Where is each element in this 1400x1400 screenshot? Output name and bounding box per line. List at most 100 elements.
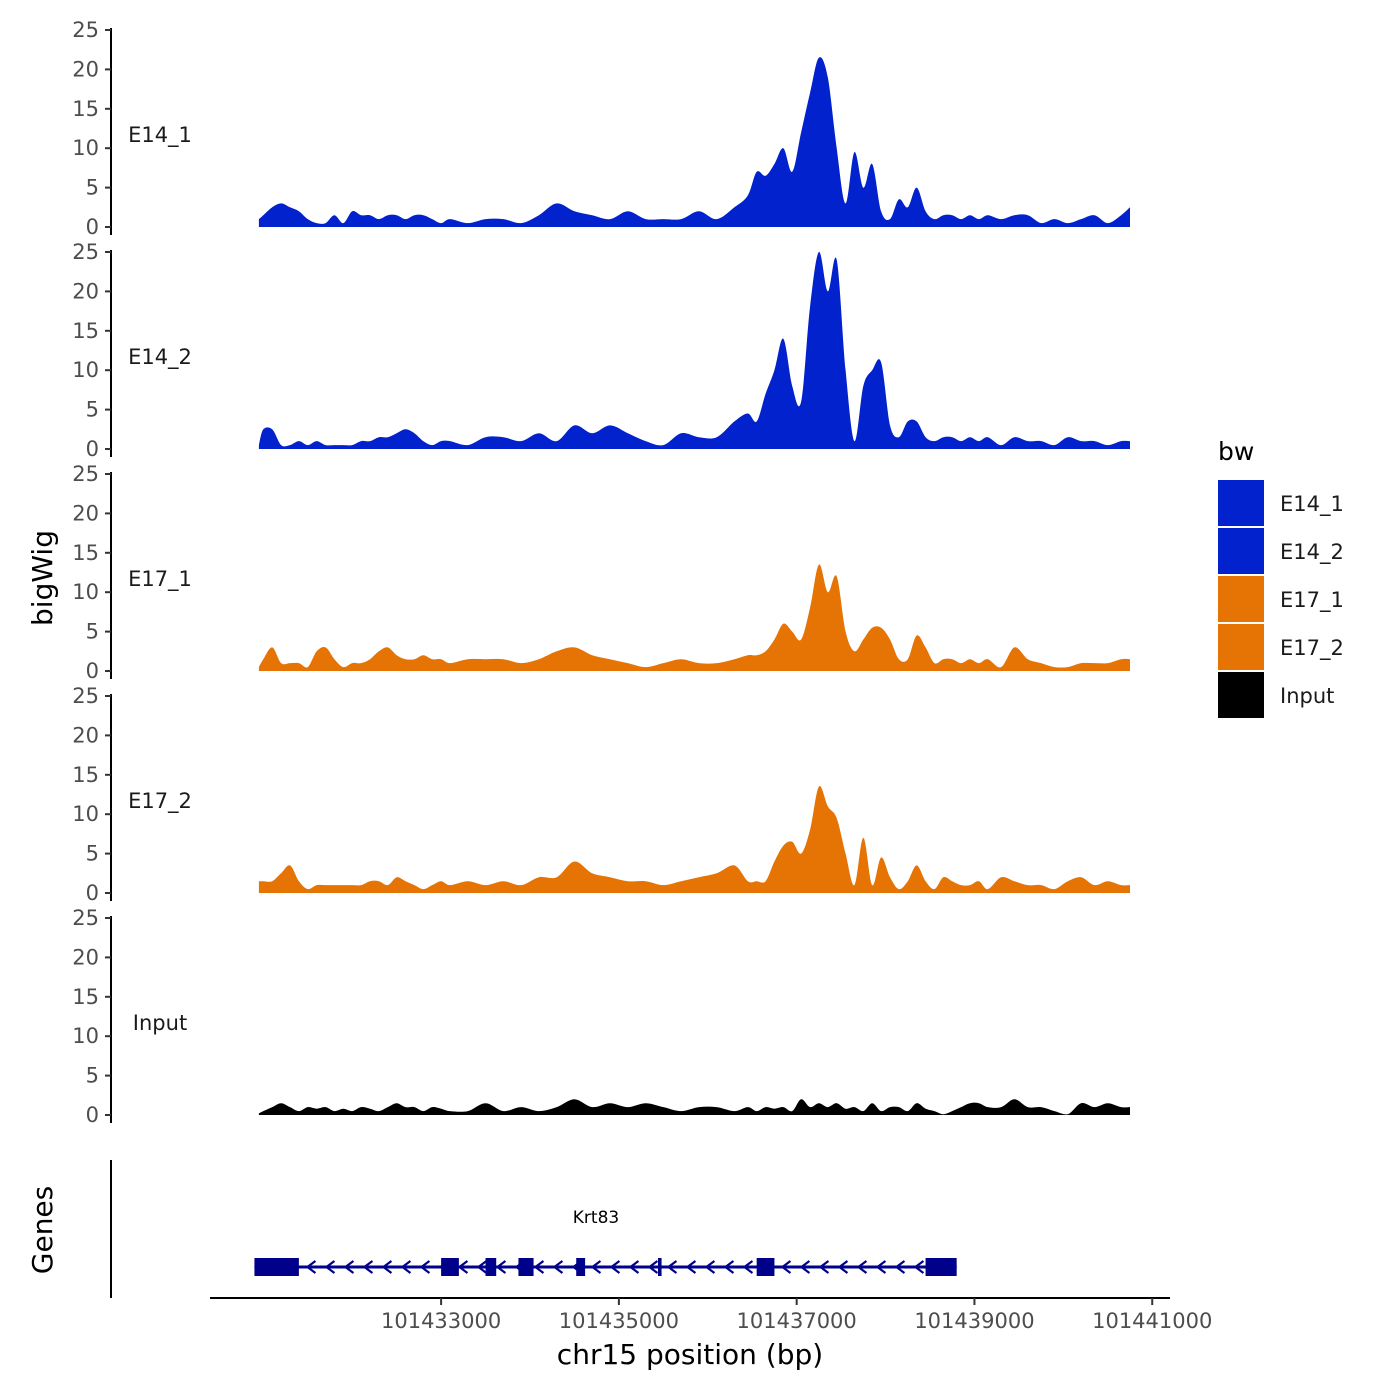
- strand-arrow: [362, 1260, 374, 1274]
- strand-arrow: [628, 1260, 640, 1274]
- strand-arrow: [419, 1260, 431, 1274]
- strand-arrow: [647, 1260, 659, 1274]
- y-tick-label: 20: [72, 945, 99, 969]
- x-tick-label: 101435000: [559, 1309, 679, 1333]
- track-E17_1: 0 5 10 15 20 25 E17_1: [72, 462, 1130, 683]
- legend-key-E17_2: [1218, 624, 1264, 670]
- y-tick-label: 0: [86, 659, 99, 683]
- strand-arrow: [666, 1260, 678, 1274]
- strand-arrow: [381, 1260, 393, 1274]
- strand-arrow: [533, 1260, 545, 1274]
- y-tick-label: 5: [86, 398, 99, 422]
- track-E14_2: 0 5 10 15 20 25 E14_2: [72, 240, 1130, 461]
- legend-label: E14_1: [1280, 492, 1344, 517]
- strand-arrow: [704, 1260, 716, 1274]
- x-axis-title: chr15 position (bp): [557, 1338, 823, 1371]
- x-tick-label: 101441000: [1092, 1309, 1212, 1333]
- y-tick-label: 20: [72, 723, 99, 747]
- strand-arrow: [609, 1260, 621, 1274]
- y-tick-label: 20: [72, 279, 99, 303]
- gene-exon: [576, 1258, 586, 1276]
- strand-arrow: [552, 1260, 564, 1274]
- track-label: Input: [133, 1011, 187, 1035]
- strand-arrow: [780, 1260, 792, 1274]
- genes-track-title: Genes: [26, 1186, 59, 1274]
- legend-key-E17_1: [1218, 576, 1264, 622]
- gene-Krt83: Krt83: [254, 1208, 957, 1276]
- strand-arrow: [818, 1260, 830, 1274]
- y-tick-label: 5: [86, 1064, 99, 1088]
- strand-arrow: [799, 1260, 811, 1274]
- track-E17_2: 0 5 10 15 20 25 E17_2: [72, 684, 1130, 905]
- y-tick-label: 25: [72, 906, 99, 930]
- y-tick-label: 15: [72, 319, 99, 343]
- y-tick-label: 15: [72, 541, 99, 565]
- strand-arrow: [590, 1260, 602, 1274]
- y-tick-label: 15: [72, 763, 99, 787]
- strand-arrow: [913, 1260, 925, 1274]
- x-tick-label: 101433000: [381, 1309, 501, 1333]
- y-tick-label: 5: [86, 620, 99, 644]
- y-axis-title: bigWig: [26, 530, 59, 626]
- gene-exon: [254, 1258, 299, 1276]
- track-label: E14_1: [128, 123, 192, 148]
- strand-arrow: [685, 1260, 697, 1274]
- x-axis: 101433000 101435000 101437000 101439000 1014…: [210, 1297, 1212, 1333]
- gene-label: Krt83: [573, 1208, 619, 1228]
- tracks-layer: 0 5 10 15 20 25 E14_1 0 5 10 15 20 25 E14_2 0 5 10 15 20 25…: [72, 18, 1130, 1127]
- genes-layer: Krt83: [110, 1160, 957, 1298]
- y-tick-label: 0: [86, 215, 99, 239]
- strand-arrow: [305, 1260, 317, 1274]
- legend-key-E14_1: [1218, 480, 1264, 526]
- legend-key-E14_2: [1218, 528, 1264, 574]
- y-tick-label: 25: [72, 684, 99, 708]
- strand-arrow: [324, 1260, 336, 1274]
- strand-arrow: [742, 1260, 754, 1274]
- y-tick-label: 15: [72, 985, 99, 1009]
- legend-label: E17_1: [1280, 588, 1344, 613]
- strand-arrow: [400, 1260, 412, 1274]
- strand-arrow: [343, 1260, 355, 1274]
- track-Input: 0 5 10 15 20 25 Input: [72, 906, 1130, 1127]
- signal-area-Input: [258, 1099, 1130, 1115]
- gene-exon: [925, 1258, 957, 1276]
- track-E14_1: 0 5 10 15 20 25 E14_1: [72, 18, 1130, 239]
- y-tick-label: 5: [86, 842, 99, 866]
- gene-exon: [756, 1258, 775, 1276]
- legend-label: Input: [1280, 684, 1334, 708]
- strand-arrow: [837, 1260, 849, 1274]
- signal-area-E14_1: [258, 57, 1130, 228]
- strand-arrow: [875, 1260, 887, 1274]
- signal-area-E14_2: [258, 251, 1130, 449]
- strand-arrow: [476, 1260, 488, 1274]
- strand-arrow: [856, 1260, 868, 1274]
- strand-arrow: [495, 1260, 507, 1274]
- legend-title: bw: [1218, 437, 1254, 466]
- y-tick-label: 10: [72, 802, 99, 826]
- strand-arrow: [457, 1260, 469, 1274]
- legend-label: E14_2: [1280, 540, 1344, 565]
- legend-key-Input: [1218, 672, 1264, 718]
- y-tick-label: 25: [72, 462, 99, 486]
- y-tick-label: 25: [72, 18, 99, 42]
- x-tick-label: 101439000: [914, 1309, 1034, 1333]
- y-tick-label: 10: [72, 1024, 99, 1048]
- legend: bw E14_1 E14_2 E17_1 E17_2 Input: [1218, 437, 1344, 718]
- legend-label: E17_2: [1280, 636, 1344, 661]
- gene-exon: [658, 1258, 662, 1276]
- track-label: E17_1: [128, 567, 192, 592]
- gene-exon: [518, 1258, 534, 1276]
- strand-arrow: [894, 1260, 906, 1274]
- y-tick-label: 10: [72, 580, 99, 604]
- gene-exon: [441, 1258, 459, 1276]
- strand-arrow: [723, 1260, 735, 1274]
- y-tick-label: 0: [86, 437, 99, 461]
- y-tick-label: 20: [72, 57, 99, 81]
- track-label: E17_2: [128, 789, 192, 814]
- signal-area-E17_1: [258, 564, 1130, 671]
- y-tick-label: 20: [72, 501, 99, 525]
- signal-area-E17_2: [258, 786, 1130, 893]
- track-label: E14_2: [128, 345, 192, 370]
- y-tick-label: 15: [72, 97, 99, 121]
